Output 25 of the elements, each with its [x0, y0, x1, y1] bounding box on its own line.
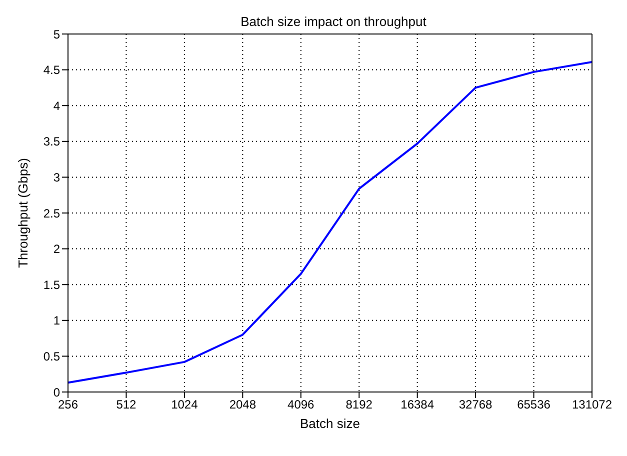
y-tick-label: 2	[53, 242, 60, 256]
y-axis-title: Throughput (Gbps)	[16, 158, 31, 268]
x-tick-label: 4096	[288, 398, 315, 412]
y-tick-label: 4.5	[43, 63, 60, 78]
x-tick-label: 2048	[229, 398, 256, 412]
line-series	[68, 60, 592, 384]
chart-title: Batch size impact on throughput	[240, 14, 428, 29]
y-tick-label: 1.5	[43, 278, 60, 292]
y-tick-label: 5	[53, 27, 60, 42]
x-tick-label: 1024	[171, 398, 198, 412]
x-tick-label: 8192	[346, 398, 373, 412]
x-tick-label: 256	[58, 398, 78, 412]
y-tick-label: 3	[53, 170, 60, 184]
y-tick-label: 3.5	[43, 134, 60, 149]
y-tick-label: 0.5	[43, 349, 60, 364]
x-tick-label: 65536	[517, 398, 551, 412]
x-tick-label: 512	[116, 398, 137, 412]
y-tick-label: 0	[53, 385, 60, 400]
x-tick-label: 131072	[572, 398, 612, 412]
y-tick-label: 1	[53, 314, 60, 328]
y-tick-label: 4	[53, 98, 60, 113]
x-tick-label: 16384	[400, 398, 434, 412]
x-tick-label: 32768	[458, 398, 493, 412]
x-axis-title: Batch size	[300, 416, 360, 431]
y-tick-label: 2.5	[43, 206, 60, 220]
